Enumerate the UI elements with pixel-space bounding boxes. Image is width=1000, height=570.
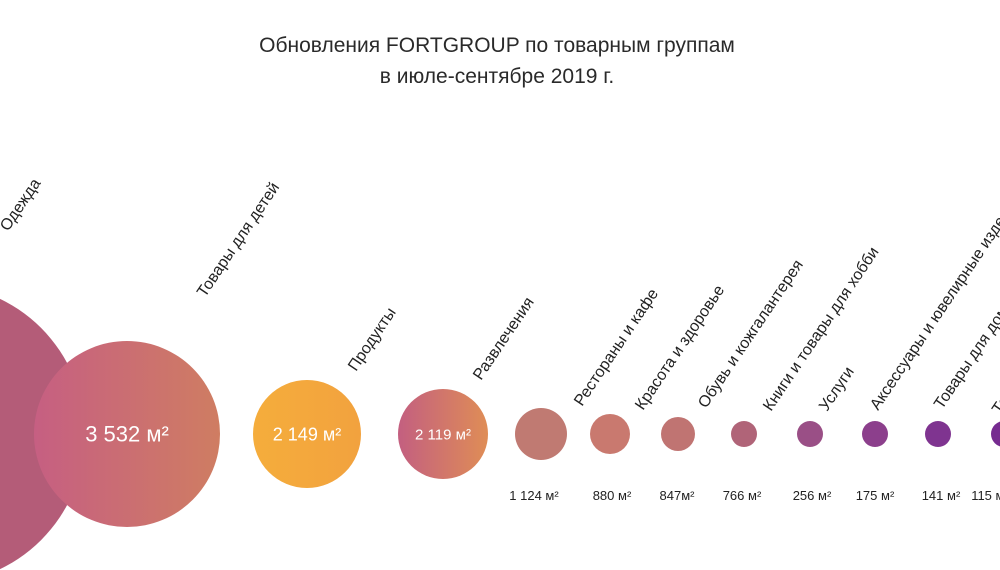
chart-subtitle: в июле-сентябре 2019 г. — [380, 65, 614, 88]
category-label-12: Техника — [989, 358, 1000, 417]
bubble-10 — [862, 421, 888, 447]
value-label-3: 2 149 м² — [273, 424, 341, 444]
category-label-4: Развлечения — [470, 294, 538, 383]
bubble-6 — [590, 414, 630, 454]
category-label-9: Услуги — [816, 364, 858, 414]
value-label-9: 256 м² — [793, 488, 832, 503]
bubble-11 — [925, 421, 951, 447]
category-label-1: Одежда — [0, 176, 44, 235]
value-label-4: 2 119 м² — [415, 426, 471, 443]
bubble-2 — [34, 341, 220, 527]
category-label-10: Аксессуары и ювелирные изделия — [867, 192, 1000, 414]
bubble-3 — [253, 380, 361, 488]
value-label-5: 1 124 м² — [509, 488, 559, 503]
bubble-12 — [991, 421, 1000, 447]
value-label-8: 766 м² — [723, 488, 762, 503]
category-label-3: Продукты — [345, 305, 400, 374]
bubble-4 — [398, 389, 488, 479]
bubble-8 — [731, 421, 757, 447]
value-label-6: 880 м² — [593, 488, 632, 503]
bubble-5 — [515, 408, 567, 460]
value-label-12: 115 м² — [971, 488, 1000, 503]
bubble-9 — [797, 421, 823, 447]
value-label-10: 175 м² — [856, 488, 895, 503]
value-label-7: 847м² — [660, 488, 696, 503]
category-label-8: Книги и товары для хобби — [760, 244, 882, 414]
value-label-11: 141 м² — [922, 488, 961, 503]
bubble-7 — [661, 417, 695, 451]
chart-title: Обновления FORTGROUP по товарным группам — [259, 34, 735, 57]
category-label-2: Товары для детей — [194, 180, 283, 301]
bubbles-layer — [0, 298, 1000, 570]
value-label-2: 3 532 м² — [85, 422, 169, 447]
